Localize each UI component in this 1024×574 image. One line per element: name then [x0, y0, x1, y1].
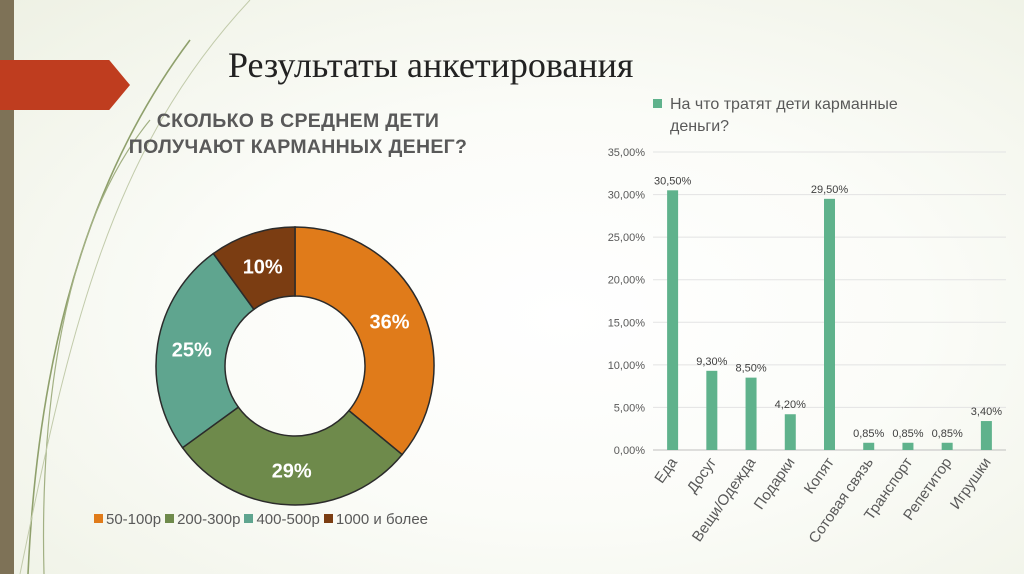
- donut-legend-swatch-4: [323, 514, 333, 523]
- donut-title-line-2: ПОЛУЧАЮТ КАРМАННЫХ ДЕНЕГ?: [128, 136, 468, 158]
- title-accent-arrow: [0, 60, 130, 110]
- donut-slice-label-4: 10%: [243, 257, 283, 279]
- bar-chart: На что тратят дети карманные деньги? 0,00%…: [608, 96, 1006, 547]
- bar-y-tick-7: 30,00%: [608, 190, 646, 202]
- donut-slice-3: [155, 252, 255, 449]
- bar-y-tick-3: 10,00%: [608, 360, 646, 372]
- bar-data-label-6: 0,85%: [853, 428, 884, 440]
- bar-legend-swatch: [653, 99, 662, 108]
- bar-8: [941, 442, 953, 450]
- donut-legend-label-4: 1000 и более: [335, 511, 428, 528]
- donut-chart: 36% 29% 25% 10%: [155, 226, 435, 506]
- donut-slice-label-2: 29%: [272, 460, 312, 482]
- bar-y-tick-6: 25,00%: [608, 232, 646, 244]
- donut-legend-item-1: 50-100р: [94, 511, 161, 528]
- bar-y-tick-4: 15,00%: [608, 317, 646, 329]
- bar-data-label-2: 9,30%: [696, 356, 727, 368]
- donut-legend-label-3: 400-500р: [256, 511, 320, 528]
- bar-y-tick-8: 35,00%: [608, 147, 646, 159]
- bar-7: [902, 442, 914, 450]
- bar-data-label-8: 0,85%: [932, 428, 963, 440]
- donut-legend-swatch-2: [165, 514, 175, 523]
- donut-slice-label-3: 25%: [172, 340, 212, 362]
- bar-data-label-1: 30,50%: [654, 175, 692, 187]
- donut-legend: 50-100р 200-300р 400-500р 1000 и более: [94, 511, 432, 528]
- bar-6: [863, 442, 875, 450]
- bar-data-label-4: 4,20%: [775, 399, 806, 411]
- bar-y-tick-1: 0,00%: [614, 445, 645, 457]
- donut-legend-swatch-3: [244, 514, 254, 523]
- bar-1: [667, 190, 679, 451]
- bar-y-tick-5: 20,00%: [608, 275, 646, 287]
- bar-category-label-9: Игрушки: [947, 455, 995, 513]
- bar-4: [784, 414, 796, 450]
- bar-category-label-5: Копят: [801, 454, 838, 497]
- donut-legend-swatch-1: [94, 514, 103, 523]
- bar-data-label-5: 29,50%: [811, 184, 849, 196]
- donut-legend-label-2: 200-300р: [177, 511, 241, 528]
- bar-category-label-2: Досуг: [684, 454, 721, 496]
- bar-data-label-3: 8,50%: [735, 363, 766, 375]
- donut-legend-item-2: 200-300р: [165, 511, 240, 528]
- bar-data-label-7: 0,85%: [892, 428, 923, 440]
- bar-y-tick-2: 5,00%: [614, 402, 645, 414]
- donut-slice-4: [212, 226, 296, 311]
- donut-title-line-1: СКОЛЬКО В СРЕДНЕМ ДЕТИ: [156, 110, 440, 132]
- donut-slice-1: [294, 226, 435, 456]
- bar-legend-label-line-2: деньги?: [670, 118, 729, 135]
- left-accent-bar: [0, 0, 14, 574]
- bar-3: [745, 377, 757, 450]
- bar-data-label-9: 3,40%: [971, 406, 1002, 418]
- bar-legend-label-line-1: На что тратят дети карманные: [670, 96, 898, 113]
- donut-slice-label-1: 36%: [370, 312, 410, 334]
- donut-legend-label-1: 50-100р: [106, 511, 162, 528]
- bar-2: [706, 370, 718, 450]
- slide-title: Результаты анкетирования: [228, 45, 634, 85]
- donut-legend-item-4: 1000 и более: [323, 511, 428, 528]
- bar-category-label-1: Еда: [651, 454, 681, 486]
- bar-9: [980, 421, 992, 450]
- donut-chart-title: СКОЛЬКО В СРЕДНЕМ ДЕТИ ПОЛУЧАЮТ КАРМАННЫ…: [108, 108, 488, 160]
- decorative-curves: [19, 0, 251, 574]
- donut-legend-item-3: 400-500р: [244, 511, 320, 528]
- donut-slice-2: [181, 406, 404, 506]
- bar-5: [824, 198, 835, 450]
